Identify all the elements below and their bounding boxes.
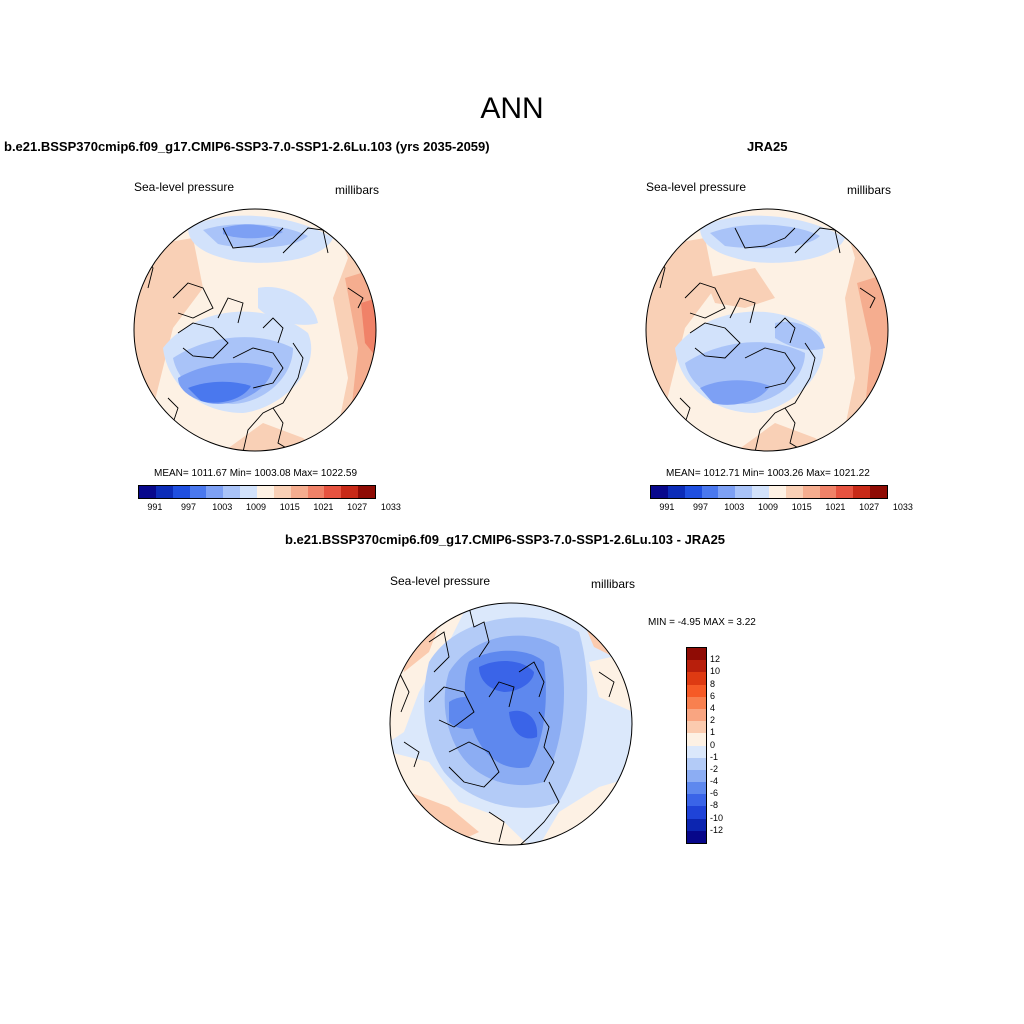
obs-units-label: millibars [847,183,892,197]
colorbar-swatch [687,721,706,734]
colorbar-tick-label: -2 [710,763,719,774]
colorbar-swatch [687,782,706,795]
colorbar-tick-label: 1009 [245,502,267,512]
colorbar-swatch [684,486,702,498]
model-polar-map [133,208,377,452]
colorbar-swatch [836,486,854,498]
colorbar-swatch [687,769,706,783]
colorbar-swatch [324,486,342,498]
colorbar-tick-label: 1003 [212,502,233,512]
figure-title: ANN [480,92,544,125]
colorbar-tick-label: 997 [693,502,709,512]
colorbar-swatch [687,660,706,673]
colorbar-tick-label: 8 [710,678,716,689]
diff-polar-map [389,602,633,846]
colorbar-swatch [307,486,325,498]
colorbar-tick-label: 1027 [347,502,368,512]
model-units-label: millibars [335,183,380,197]
colorbar-tick-label: 0 [710,739,716,750]
diff-stats: MIN = -4.95 MAX = 3.22 [648,617,756,628]
colorbar-swatch [139,486,156,498]
colorbar-tick-label: 997 [181,502,197,512]
colorbar-swatch [240,486,258,498]
colorbar-tick-label: 991 [147,502,163,512]
colorbar-tick-label: 4 [710,702,716,713]
colorbar-swatch [189,486,207,498]
colorbar-swatch [735,486,753,498]
colorbar-swatch [687,745,706,758]
colorbar-swatch [718,486,736,498]
colorbar-swatch [819,486,837,498]
colorbar-swatch [687,794,706,807]
colorbar-swatch [687,708,706,722]
colorbar-tick-label: 1 [710,727,716,738]
colorbar-swatch [358,486,376,498]
colorbar-tick-label: 2 [710,715,716,726]
obs-polar-map [645,208,889,452]
colorbar-tick-label: 1033 [380,502,401,512]
obs-variable-label: Sea-level pressure [646,180,747,194]
colorbar-swatch [687,757,706,770]
colorbar-tick-label: 1021 [825,502,846,512]
colorbar-swatch [687,648,706,661]
colorbar-tick-label: 991 [659,502,675,512]
colorbar-swatch [651,486,668,498]
colorbar-swatch [769,486,786,498]
diff-variable-label: Sea-level pressure [390,574,491,588]
obs-colorbar [650,485,888,499]
colorbar-tick-label: 1015 [279,502,300,512]
colorbar-tick-label: 12 [710,654,721,665]
diff-units-label: millibars [591,577,636,591]
diff-colorbar [686,647,707,844]
colorbar-swatch [341,486,359,498]
colorbar-swatch [290,486,308,498]
obs-stats: MEAN= 1012.71 Min= 1003.26 Max= 1021.22 [666,468,870,479]
model-panel-header: b.e21.BSSP370cmip6.f09_g17.CMIP6-SSP3-7.… [4,139,490,154]
model-variable-label: Sea-level pressure [134,180,235,194]
colorbar-swatch [667,486,685,498]
colorbar-swatch [223,486,241,498]
colorbar-swatch [687,672,706,685]
colorbar-tick-label: -6 [710,788,719,799]
colorbar-swatch [687,733,706,746]
colorbar-swatch [172,486,190,498]
colorbar-tick-label: 1015 [791,502,812,512]
colorbar-swatch [257,486,274,498]
colorbar-swatch [687,818,706,831]
colorbar-tick-label: 6 [710,690,716,701]
colorbar-tick-label: -8 [710,800,719,811]
colorbar-swatch [870,486,888,498]
colorbar-swatch [802,486,820,498]
obs-panel-header: JRA25 [747,139,788,154]
colorbar-swatch [752,486,770,498]
colorbar-tick-label: -10 [710,812,724,823]
colorbar-tick-label: 10 [710,666,721,677]
colorbar-swatch [155,486,173,498]
colorbar-swatch [701,486,719,498]
colorbar-tick-label: -1 [710,751,719,762]
colorbar-swatch [206,486,224,498]
colorbar-swatch [687,806,706,819]
colorbar-tick-label: 1009 [757,502,779,512]
colorbar-swatch [785,486,803,498]
colorbar-swatch [687,830,706,843]
colorbar-swatch [687,684,706,697]
model-stats: MEAN= 1011.67 Min= 1003.08 Max= 1022.59 [154,468,358,479]
model-colorbar [138,485,376,499]
colorbar-tick-label: 1003 [724,502,745,512]
colorbar-tick-label: -12 [710,824,724,835]
diff-colorbar-ticks: 12 10 8 6 4 2 1 0 -1 -2 -4 -6 -8 -10 -12 [710,647,740,842]
colorbar-tick-label: 1033 [892,502,913,512]
diff-panel-header: b.e21.BSSP370cmip6.f09_g17.CMIP6-SSP3-7.… [285,532,726,547]
colorbar-tick-label: 1021 [313,502,334,512]
colorbar-tick-label: -4 [710,776,719,787]
colorbar-tick-label: 1027 [859,502,880,512]
colorbar-swatch [687,696,706,709]
colorbar-swatch [853,486,871,498]
colorbar-swatch [273,486,291,498]
